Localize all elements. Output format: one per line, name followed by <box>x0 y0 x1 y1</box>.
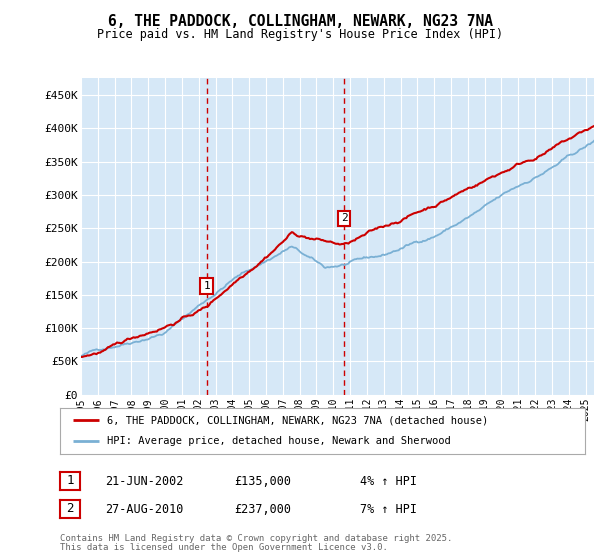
Text: HPI: Average price, detached house, Newark and Sherwood: HPI: Average price, detached house, Newa… <box>107 436 451 446</box>
Text: 27-AUG-2010: 27-AUG-2010 <box>105 502 184 516</box>
Text: Contains HM Land Registry data © Crown copyright and database right 2025.: Contains HM Land Registry data © Crown c… <box>60 534 452 543</box>
Text: 6, THE PADDOCK, COLLINGHAM, NEWARK, NG23 7NA: 6, THE PADDOCK, COLLINGHAM, NEWARK, NG23… <box>107 14 493 29</box>
Text: 7% ↑ HPI: 7% ↑ HPI <box>360 502 417 516</box>
Text: 21-JUN-2002: 21-JUN-2002 <box>105 474 184 488</box>
Text: 4% ↑ HPI: 4% ↑ HPI <box>360 474 417 488</box>
Text: £237,000: £237,000 <box>234 502 291 516</box>
Text: 2: 2 <box>66 502 74 515</box>
Text: 2: 2 <box>341 213 347 223</box>
Text: 1: 1 <box>66 474 74 487</box>
Text: £135,000: £135,000 <box>234 474 291 488</box>
Text: This data is licensed under the Open Government Licence v3.0.: This data is licensed under the Open Gov… <box>60 543 388 552</box>
Text: Price paid vs. HM Land Registry's House Price Index (HPI): Price paid vs. HM Land Registry's House … <box>97 28 503 41</box>
Text: 1: 1 <box>203 281 210 291</box>
Text: 6, THE PADDOCK, COLLINGHAM, NEWARK, NG23 7NA (detached house): 6, THE PADDOCK, COLLINGHAM, NEWARK, NG23… <box>107 415 488 425</box>
